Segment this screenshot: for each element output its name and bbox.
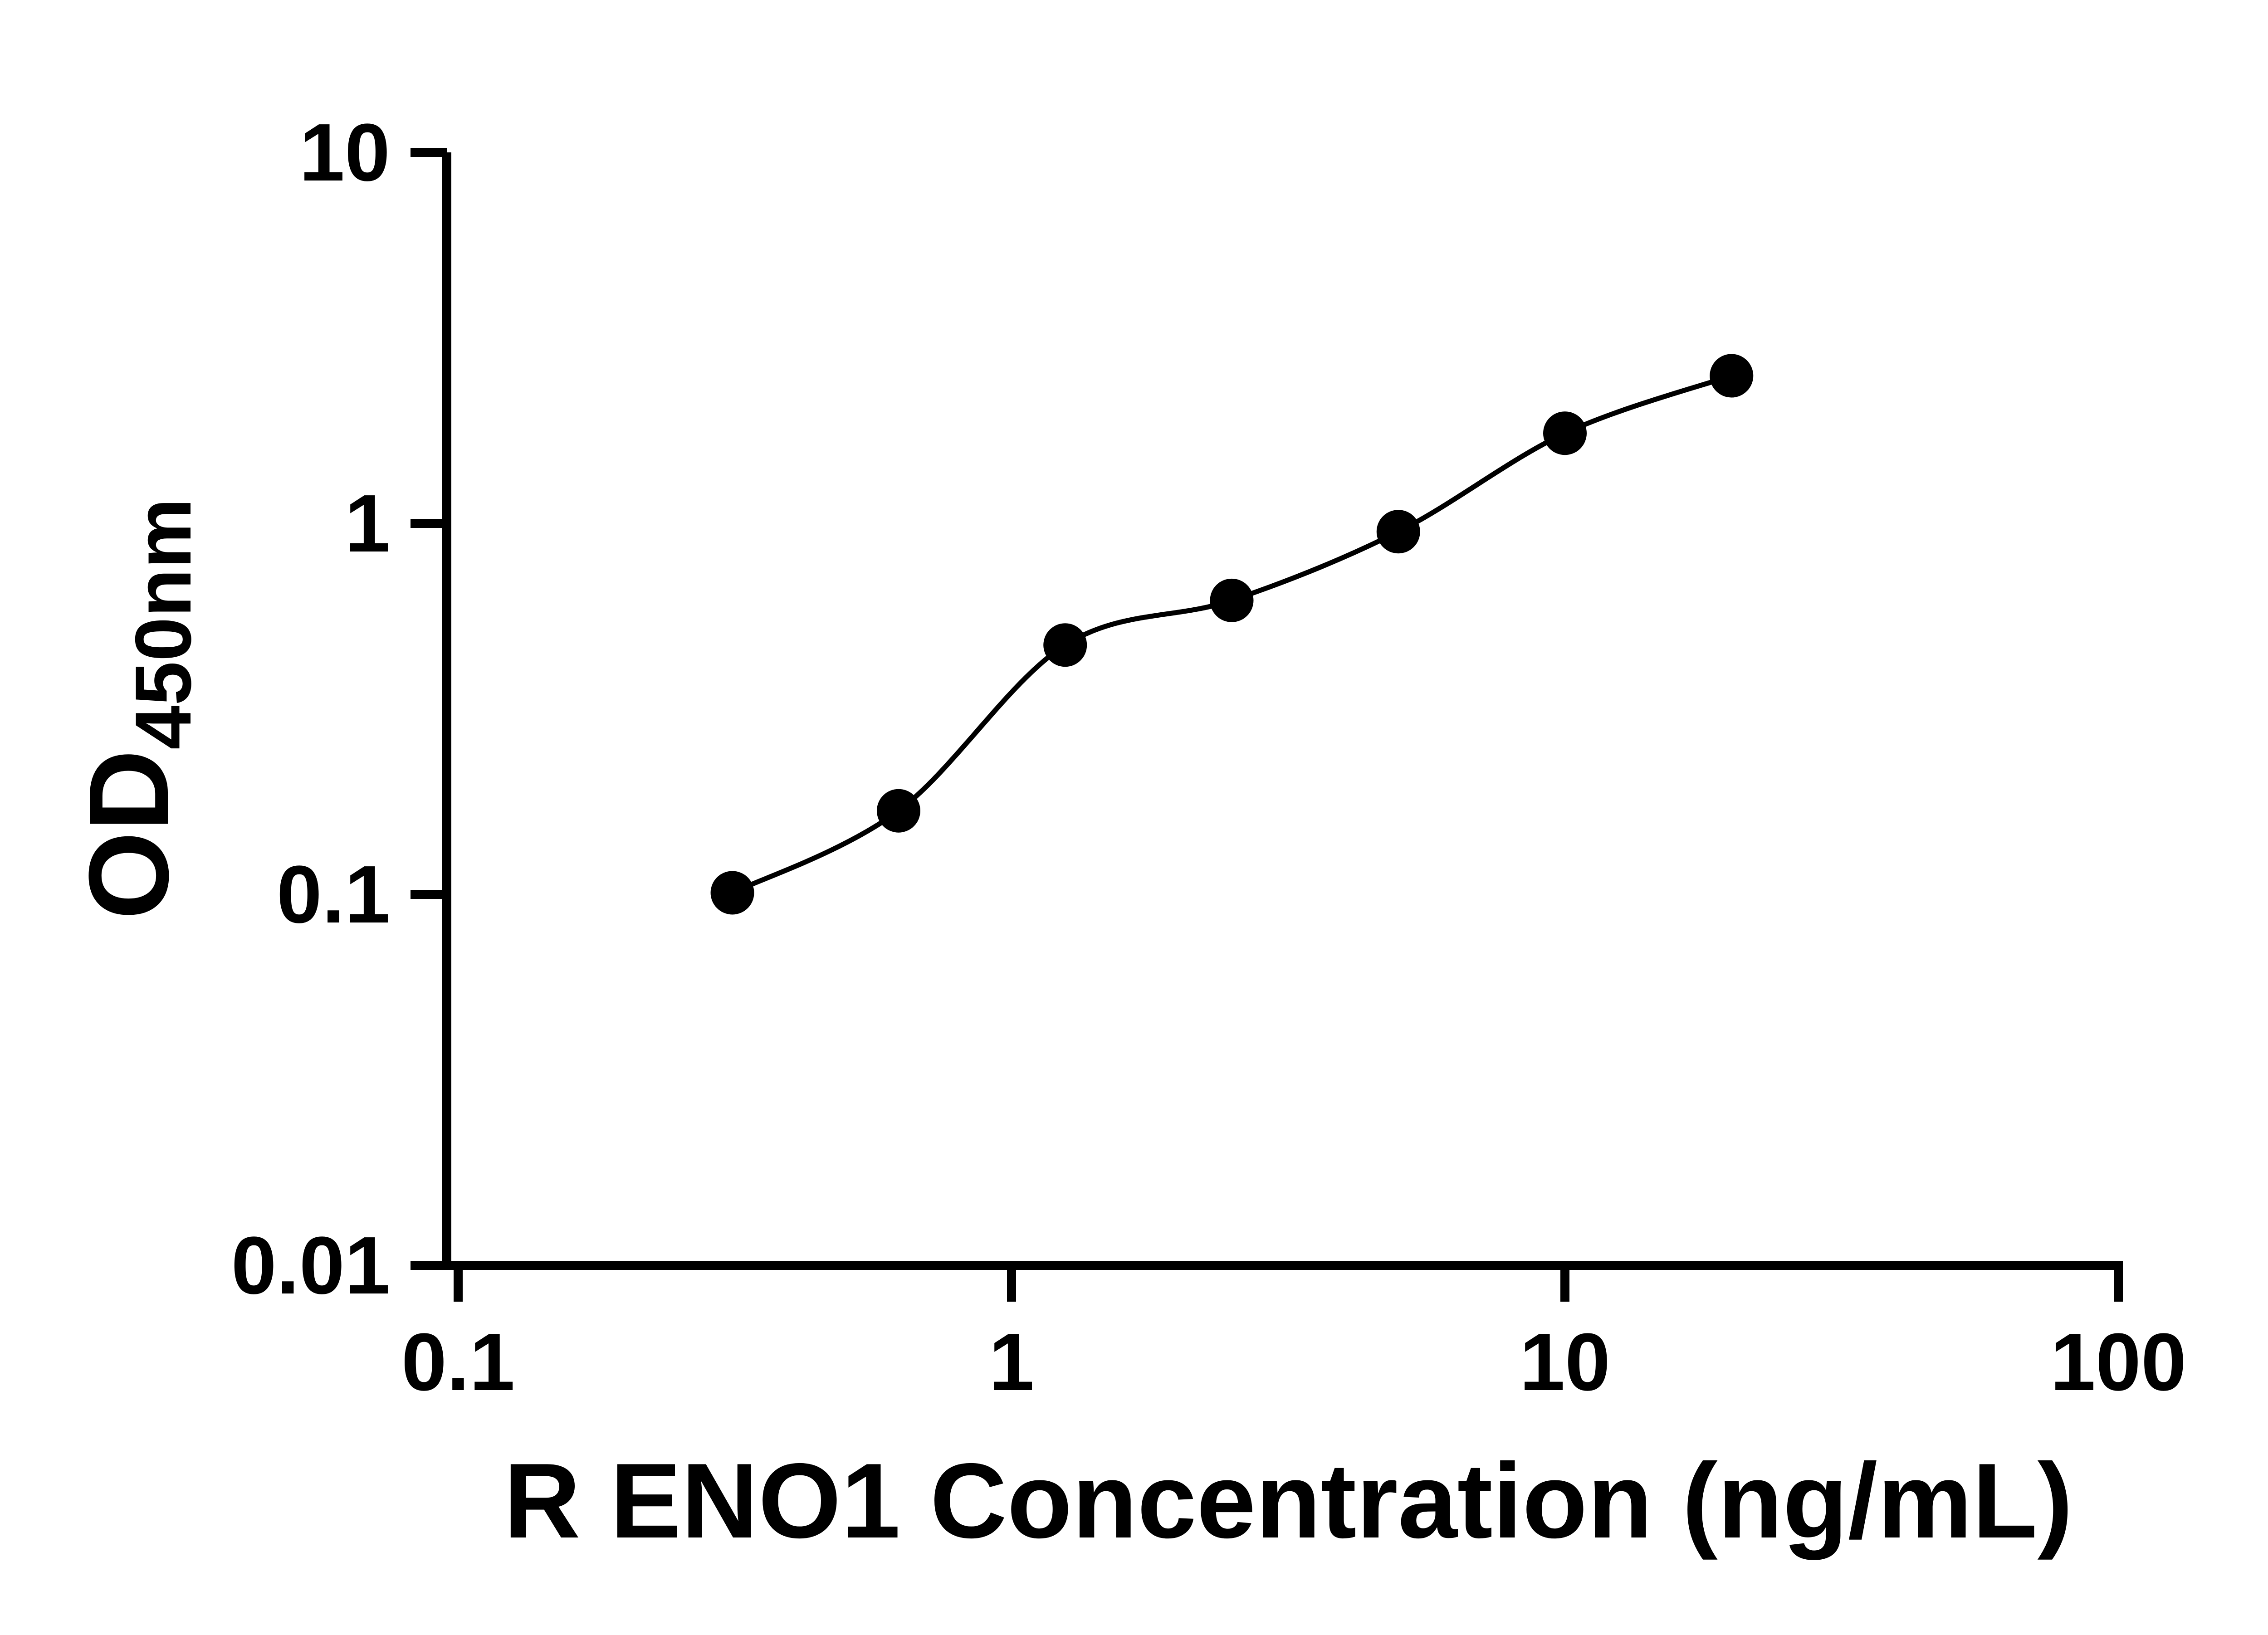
- data-point: [1543, 411, 1587, 455]
- data-point: [1043, 623, 1087, 667]
- data-point: [1710, 354, 1754, 398]
- data-point: [876, 789, 920, 833]
- y-axis-title: OD450nm: [65, 498, 208, 919]
- data-point: [710, 871, 754, 915]
- x-tick-label: 10: [1520, 1317, 1610, 1408]
- x-tick-label: 0.1: [401, 1317, 515, 1408]
- x-tick-label: 1: [989, 1317, 1034, 1408]
- y-tick-label: 0.1: [277, 849, 390, 940]
- x-axis-title: R ENO1 Concentration (ng/mL): [503, 1441, 2073, 1560]
- x-tick-label: 100: [2050, 1317, 2186, 1408]
- y-tick-label: 10: [299, 107, 390, 198]
- data-point: [1376, 510, 1420, 554]
- data-point: [1210, 578, 1254, 622]
- y-tick-label: 0.01: [231, 1220, 390, 1311]
- y-tick-label: 1: [345, 478, 390, 569]
